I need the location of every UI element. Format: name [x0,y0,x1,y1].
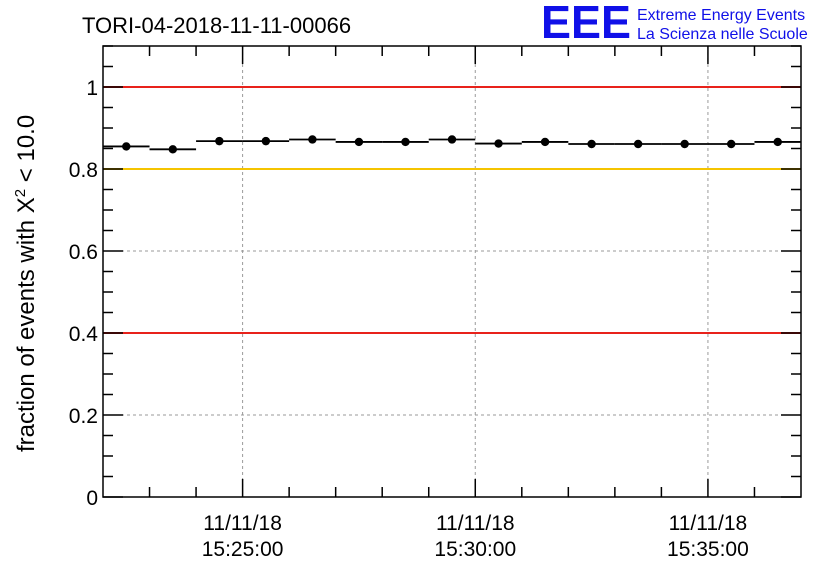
x-tick-date-0: 11/11/18 [203,512,282,535]
logo-line-1: Extreme Energy Events [637,7,805,24]
data-point-3 [261,136,271,146]
data-point-0 [122,142,131,151]
data-point-6 [401,137,410,147]
y-tick-label-2: 0.4 [69,323,99,346]
x-tick-date-2: 11/11/18 [669,512,748,535]
logo-letters: EEE [541,0,631,48]
data-point-12 [680,139,689,149]
y-tick-label-1: 0.2 [69,405,98,428]
plot-frame [102,45,802,498]
data-point-10 [587,139,596,149]
grid-lines [103,46,801,497]
data-point-11 [633,139,643,149]
data-point-8 [494,139,503,148]
data-point-4 [308,135,317,144]
data-point-1 [168,145,177,154]
x-tick-date-1: 11/11/18 [436,512,515,535]
y-tick-label-3: 0.6 [69,241,98,264]
x-tick-time-1: 15:30:00 [434,538,516,561]
axis-ticks [103,45,801,498]
x-tick-time-0: 15:25:00 [202,538,284,561]
data-point-7 [447,135,457,144]
data-point-2 [215,136,224,146]
y-axis-label: fraction of events with X2 < 10.0 [12,115,40,452]
logo-line-2: La Scienza nelle Scuole [637,26,808,43]
data-points [103,135,801,154]
chart-title: TORI-04-2018-11-11-00066 [82,13,351,38]
reference-lines [103,86,801,334]
y-tick-label-4: 0.8 [69,159,98,182]
x-tick-labels: 11/11/18 15:25:00 11/11/18 15:30:00 11/11/18… [202,512,749,561]
y-tick-labels: 0 0.2 0.4 0.6 0.8 1 [69,77,99,510]
data-point-5 [354,137,364,147]
eee-logo: EEE Extreme Energy Events La Scienza nel… [541,0,808,48]
y-tick-label-5: 1 [86,77,98,100]
data-point-13 [727,139,736,149]
x-tick-time-2: 15:35:00 [667,538,749,561]
data-point-14 [773,137,782,147]
y-tick-label-0: 0 [86,487,98,510]
data-point-9 [540,137,550,147]
